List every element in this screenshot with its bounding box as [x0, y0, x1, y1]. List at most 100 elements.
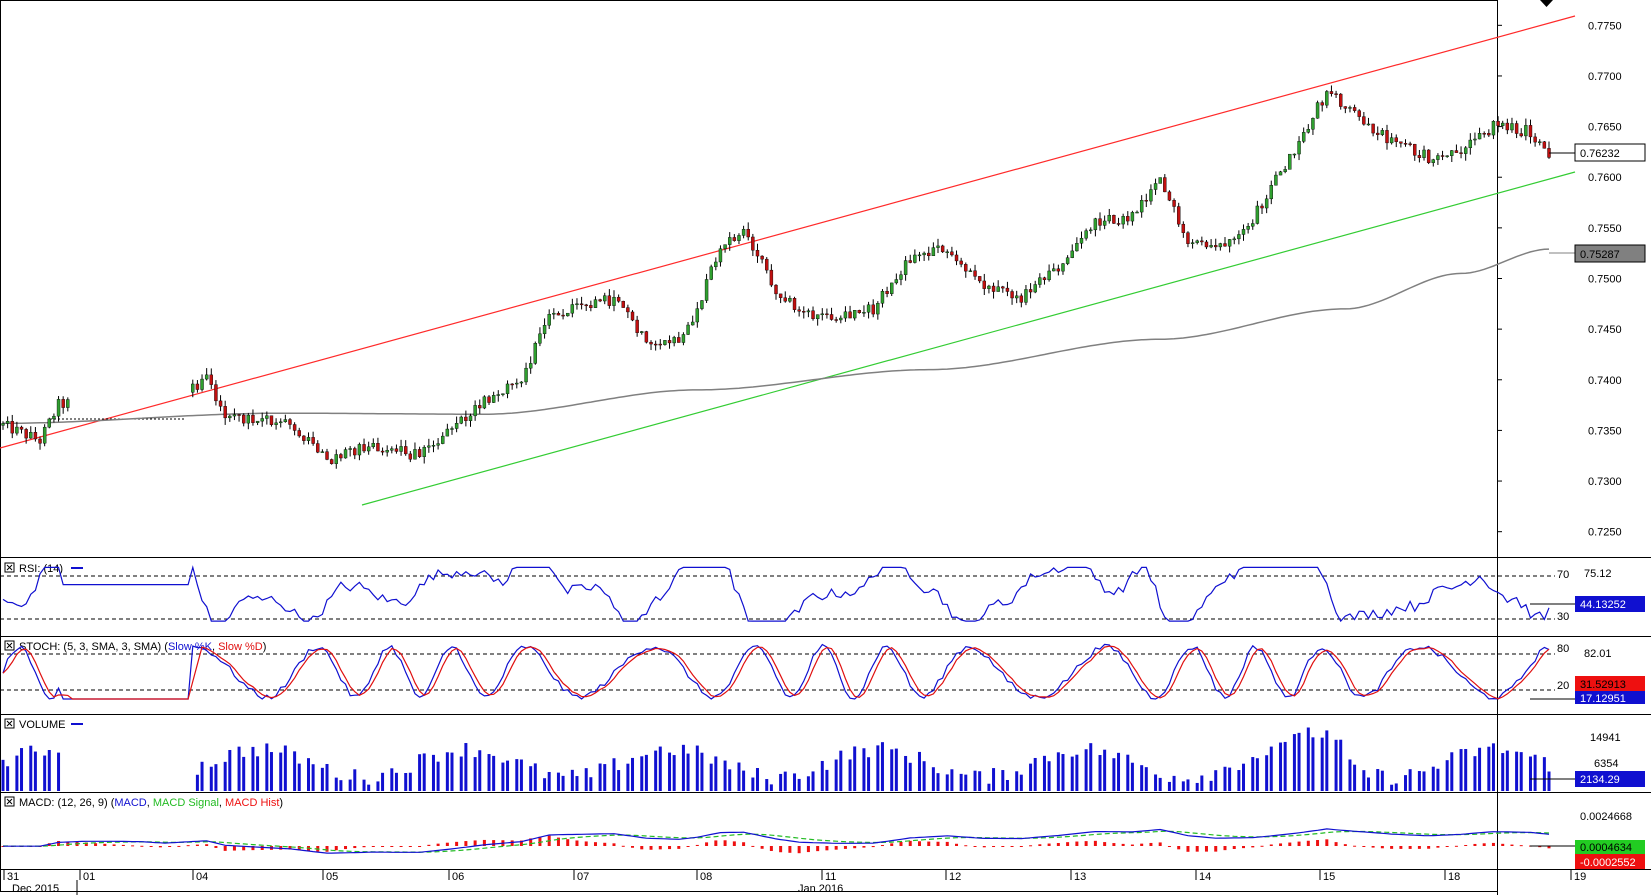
macd-hist-bar: [1038, 844, 1042, 846]
volume-bar: [797, 778, 801, 791]
candle-body: [843, 311, 848, 319]
macd-hist-bar: [1325, 839, 1329, 846]
volume-bar: [279, 752, 283, 791]
volume-bar: [1154, 774, 1158, 791]
candle-body: [482, 396, 487, 409]
stoch-title-prefix: STOCH: (5, 3, SMA, 3, SMA) (: [19, 641, 168, 653]
time-day-label: 19: [1574, 871, 1586, 883]
macd-hist-bar: [871, 846, 875, 848]
macd-hist-bar: [1251, 846, 1255, 848]
candle-body: [1153, 183, 1158, 190]
volume-bar: [1519, 752, 1523, 791]
volume-bar: [543, 778, 547, 791]
candle-body: [852, 310, 857, 319]
volume-bar: [57, 752, 61, 791]
volume-bar: [765, 779, 769, 791]
candle-body: [922, 252, 926, 256]
candle-body: [1477, 133, 1482, 140]
candle-body: [1251, 223, 1255, 227]
volume-bar: [658, 746, 662, 791]
time-day-label: 06: [452, 871, 464, 883]
macd-hist-bar: [529, 838, 533, 846]
candle-body: [1528, 125, 1533, 138]
candle-body: [519, 381, 524, 384]
macd-hist-bar: [1427, 846, 1431, 849]
candle-body: [690, 321, 695, 326]
candle-body: [575, 303, 579, 306]
macd-hist-bar: [779, 846, 783, 853]
candle-body: [973, 270, 977, 277]
volume-bar: [617, 770, 621, 791]
candle-body: [1385, 130, 1389, 144]
candle-body: [385, 450, 389, 453]
candle-body: [866, 304, 871, 313]
macd-hist-bar: [1473, 843, 1477, 846]
volume-bar: [880, 742, 884, 791]
last-price-label: 0.76232: [1580, 148, 1620, 160]
candle-body: [848, 311, 852, 319]
candle-body: [862, 312, 866, 314]
volume-bar: [394, 772, 398, 791]
volume-bar: [644, 754, 648, 791]
macd-hist-bar: [686, 846, 690, 847]
volume-bar: [339, 780, 343, 791]
candle-body: [1431, 159, 1435, 163]
candle-body: [450, 428, 454, 430]
macd-hist-bar: [769, 846, 773, 851]
candle-body: [561, 314, 565, 317]
macd-hist-bar: [1297, 841, 1301, 846]
candle-body: [1514, 123, 1519, 134]
macd-hist-bar: [1075, 841, 1079, 846]
volume-bar: [668, 752, 672, 791]
candle-body: [422, 447, 426, 457]
candle-body: [1315, 102, 1320, 119]
macd-hist-bar: [1149, 842, 1153, 846]
price-tick-label: 0.7550: [1588, 223, 1622, 235]
volume-bar: [714, 756, 718, 791]
scroll-marker-icon[interactable]: [1540, 0, 1553, 7]
price-tick-label: 0.7450: [1588, 324, 1622, 336]
time-day-label: 05: [326, 871, 338, 883]
candle-body: [950, 251, 954, 256]
macd-hist-bar: [251, 846, 255, 851]
candle-body: [464, 416, 468, 421]
candle-body: [1371, 123, 1375, 134]
candle-body: [1227, 239, 1232, 247]
price-tick-label: 0.7300: [1588, 476, 1622, 488]
volume-bar: [1491, 743, 1495, 791]
volume-bar: [890, 749, 894, 791]
candle-body: [56, 399, 61, 417]
volume-bar: [1223, 766, 1227, 791]
volume-bar: [223, 761, 227, 791]
volume-bar: [320, 767, 324, 791]
volume-bar: [1172, 775, 1176, 791]
candle-body: [29, 432, 33, 439]
candle-body: [417, 449, 422, 457]
candle-body: [52, 415, 56, 420]
candle-body: [376, 443, 380, 452]
macd-hist-bar: [945, 841, 949, 846]
volume-bar: [348, 779, 352, 791]
volume-bar: [381, 772, 385, 791]
volume-bar: [1431, 766, 1435, 791]
candle-body: [1204, 241, 1209, 248]
candle-body: [251, 414, 255, 423]
candle-body: [454, 423, 459, 429]
candle-body: [1232, 238, 1236, 241]
macd-hist-bar: [751, 845, 755, 847]
candle-body: [1501, 122, 1505, 126]
macd-hist-bar: [445, 842, 449, 846]
candle-body: [1241, 229, 1246, 235]
time-day-label: 15: [1323, 871, 1335, 883]
volume-bar: [293, 751, 297, 791]
macd-hist-bar: [816, 846, 820, 852]
candle-body: [954, 254, 959, 262]
macd-signal-value-label: 0.0004634: [1580, 842, 1632, 854]
candle-body: [1163, 177, 1167, 193]
volume-bar: [1390, 784, 1394, 791]
macd-hist-value-badge: [1575, 854, 1645, 869]
candle-body: [1010, 291, 1014, 299]
candle-body: [228, 415, 232, 419]
volume-bar: [742, 770, 746, 791]
volume-bar: [1070, 756, 1074, 791]
